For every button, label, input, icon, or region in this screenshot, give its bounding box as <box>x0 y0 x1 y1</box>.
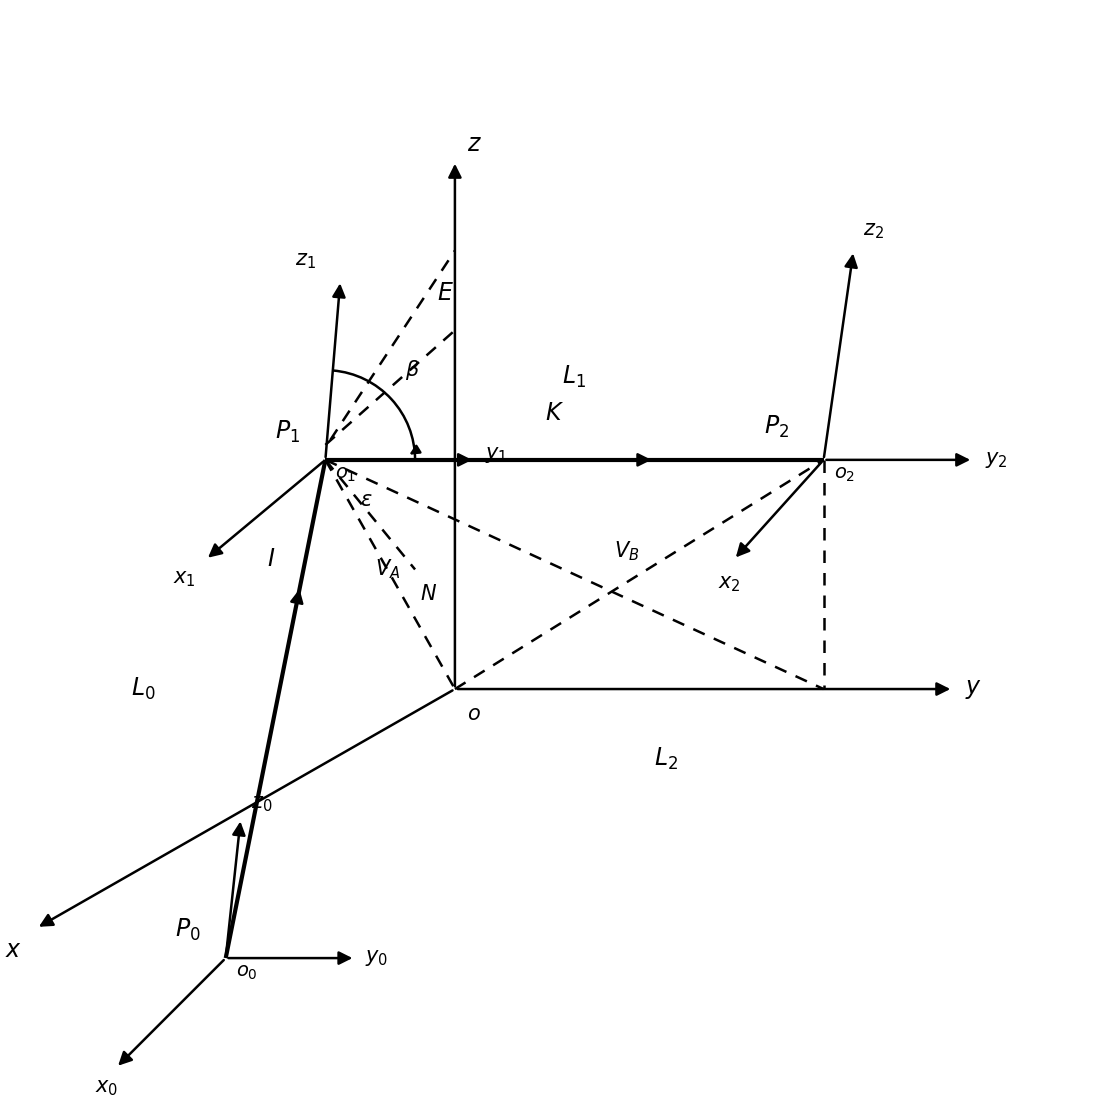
Text: $z$: $z$ <box>467 132 481 156</box>
Text: $o_0$: $o_0$ <box>235 963 257 982</box>
Text: $z_1$: $z_1$ <box>295 251 316 271</box>
Text: $y_0$: $y_0$ <box>365 948 389 968</box>
Text: $P_1$: $P_1$ <box>275 419 300 445</box>
Text: $L_2$: $L_2$ <box>655 745 678 772</box>
Text: $x_2$: $x_2$ <box>718 574 741 594</box>
Text: $P_2$: $P_2$ <box>764 414 788 440</box>
Text: $y_2$: $y_2$ <box>985 450 1008 470</box>
Text: $y_1$: $y_1$ <box>485 445 508 464</box>
Text: $x_1$: $x_1$ <box>173 570 195 590</box>
Text: $z_0$: $z_0$ <box>251 793 272 814</box>
Text: $x_0$: $x_0$ <box>95 1078 118 1098</box>
Text: $\beta$: $\beta$ <box>405 358 420 383</box>
Text: $L_0$: $L_0$ <box>131 676 156 702</box>
Text: $o$: $o$ <box>467 704 480 724</box>
Text: $N$: $N$ <box>420 584 437 604</box>
Text: $L_1$: $L_1$ <box>562 364 586 391</box>
Text: $x$: $x$ <box>4 938 21 962</box>
Text: $E$: $E$ <box>436 281 454 305</box>
Text: $V_A$: $V_A$ <box>375 557 401 581</box>
Text: $o_2$: $o_2$ <box>834 464 854 483</box>
Text: $\varepsilon$: $\varepsilon$ <box>360 490 373 510</box>
Text: $I$: $I$ <box>267 547 276 572</box>
Text: $P_0$: $P_0$ <box>176 916 201 943</box>
Text: $K$: $K$ <box>545 401 564 425</box>
Text: $V_B$: $V_B$ <box>614 539 639 563</box>
Text: $y$: $y$ <box>965 677 981 700</box>
Text: $z_2$: $z_2$ <box>863 220 884 241</box>
Text: $o_1$: $o_1$ <box>336 464 357 483</box>
